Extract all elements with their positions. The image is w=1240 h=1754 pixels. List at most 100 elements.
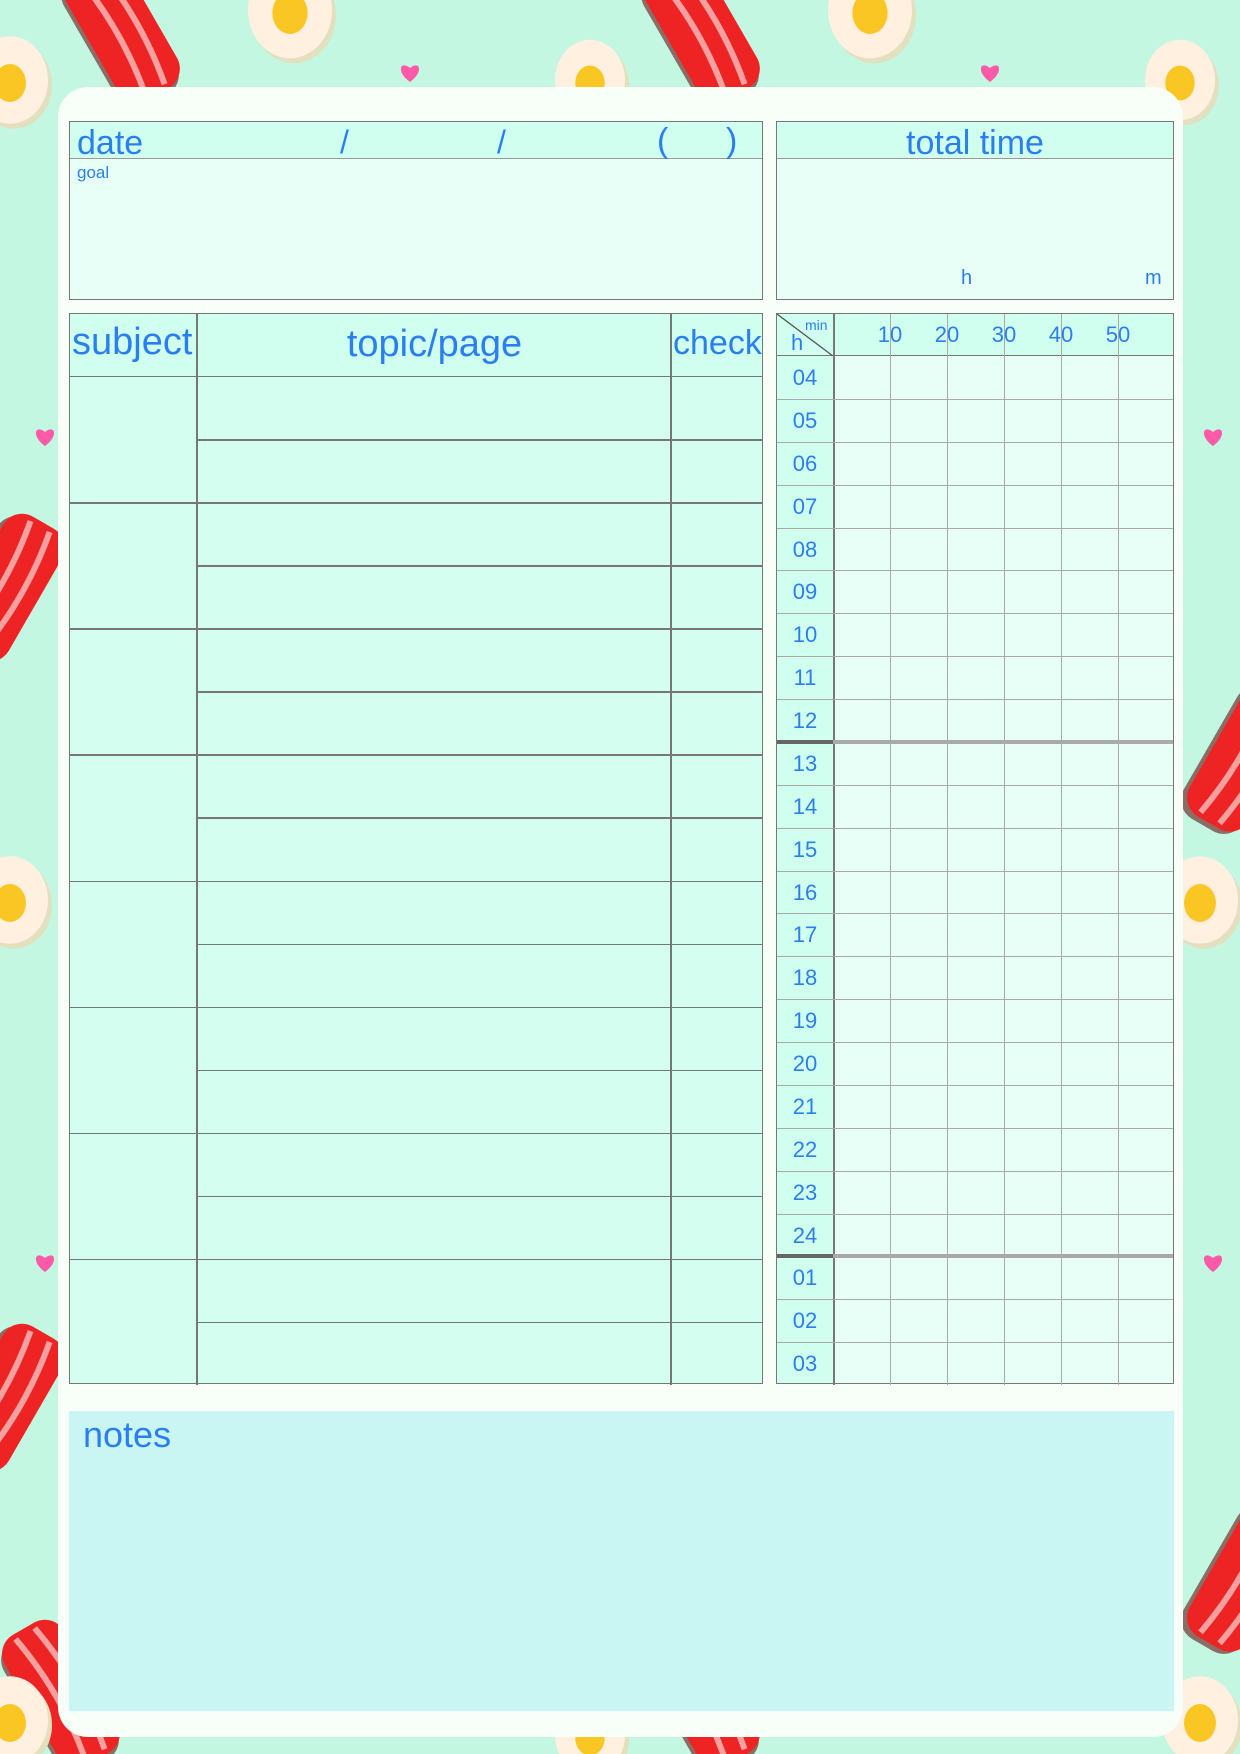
hour-label: 18 <box>792 965 818 991</box>
topic-cell[interactable] <box>197 1070 670 1133</box>
check-cell[interactable] <box>672 1259 762 1322</box>
subject-cell[interactable] <box>70 628 196 754</box>
hour-gridline <box>777 1213 1173 1215</box>
hour-gridline <box>777 570 1173 572</box>
hour-gridline <box>777 913 1173 915</box>
topic-cell[interactable] <box>197 502 670 565</box>
subject-cell[interactable] <box>70 881 196 1007</box>
hour-label: 10 <box>792 622 818 648</box>
topic-cell[interactable] <box>197 1007 670 1070</box>
hour-row-cells[interactable] <box>834 1128 1173 1171</box>
hour-label: 05 <box>792 407 818 433</box>
row-divider <box>70 628 762 630</box>
corner-diagonal <box>777 314 833 356</box>
check-cell[interactable] <box>672 376 762 439</box>
hour-row-cells[interactable] <box>834 1171 1173 1214</box>
topic-cell[interactable] <box>197 565 670 628</box>
row-divider <box>70 1132 762 1135</box>
goal-field[interactable] <box>70 160 762 299</box>
hour-gridline <box>777 1042 1173 1043</box>
topic-cell[interactable] <box>197 944 670 1007</box>
hour-row-cells[interactable] <box>834 528 1173 571</box>
subject-cell[interactable] <box>70 754 196 880</box>
check-cell[interactable] <box>672 944 762 1007</box>
topic-cell[interactable] <box>197 1322 670 1385</box>
hour-row-cells[interactable] <box>834 1256 1173 1299</box>
hour-label: 03 <box>792 1351 818 1377</box>
hour-gridline <box>777 999 1173 1001</box>
check-cell[interactable] <box>672 754 762 817</box>
check-cell[interactable] <box>672 1070 762 1133</box>
check-cell[interactable] <box>672 1322 762 1385</box>
hour-row-cells[interactable] <box>834 871 1173 914</box>
topic-cell[interactable] <box>197 1196 670 1259</box>
hour-row-cells[interactable] <box>834 656 1173 699</box>
topic-cell[interactable] <box>197 817 670 880</box>
hour-gridline <box>777 1342 1173 1344</box>
minute-gridline <box>890 314 891 1385</box>
topic-cell[interactable] <box>197 376 670 439</box>
subject-cell[interactable] <box>70 376 196 502</box>
notes-area[interactable]: notes <box>69 1411 1174 1711</box>
hour-gridline <box>777 1299 1173 1301</box>
heart-icon <box>980 65 1000 82</box>
fried-egg-icon <box>1162 1676 1240 1754</box>
check-cell[interactable] <box>672 691 762 754</box>
hour-row-cells[interactable] <box>834 999 1173 1042</box>
heart-icon <box>35 429 55 446</box>
hour-gridline <box>777 1127 1173 1129</box>
hour-row-cells[interactable] <box>834 485 1173 528</box>
hour-row-cells[interactable] <box>834 828 1173 871</box>
section-divider <box>777 739 833 744</box>
topic-cell[interactable] <box>197 881 670 944</box>
hour-gridline <box>777 398 1173 400</box>
row-divider <box>196 1195 762 1198</box>
bacon-icon <box>641 0 760 109</box>
check-cell[interactable] <box>672 1133 762 1196</box>
hour-row-cells[interactable] <box>834 356 1173 399</box>
hour-row-cells[interactable] <box>834 570 1173 613</box>
hour-row-cells[interactable] <box>834 399 1173 442</box>
check-cell[interactable] <box>672 628 762 691</box>
check-cell[interactable] <box>672 881 762 944</box>
row-divider <box>70 880 762 882</box>
check-cell[interactable] <box>672 565 762 628</box>
hour-row-cells[interactable] <box>834 1214 1173 1257</box>
hour-row-cells[interactable] <box>834 1299 1173 1342</box>
hour-row-cells[interactable] <box>834 742 1173 785</box>
subject-cell[interactable] <box>70 502 196 628</box>
check-cell[interactable] <box>672 439 762 502</box>
row-divider <box>196 565 762 567</box>
topic-cell[interactable] <box>197 691 670 754</box>
fried-egg-icon <box>248 0 336 64</box>
minute-label: 50 <box>1105 322 1131 347</box>
total-time-field[interactable] <box>777 160 1173 299</box>
check-cell[interactable] <box>672 1196 762 1259</box>
subject-cell[interactable] <box>70 1133 196 1259</box>
topic-cell[interactable] <box>197 1133 670 1196</box>
minute-label: 20 <box>934 322 960 347</box>
check-cell[interactable] <box>672 817 762 880</box>
hour-row-cells[interactable] <box>834 442 1173 485</box>
bacon-icon <box>0 513 65 664</box>
hour-row-cells[interactable] <box>834 1042 1173 1085</box>
hour-row-cells[interactable] <box>834 699 1173 742</box>
subject-cell[interactable] <box>70 1259 196 1385</box>
hour-row-cells[interactable] <box>834 785 1173 828</box>
subject-cell[interactable] <box>70 1007 196 1133</box>
date-separator: / <box>340 124 349 160</box>
topic-cell[interactable] <box>197 1259 670 1322</box>
check-cell[interactable] <box>672 1007 762 1070</box>
topic-cell[interactable] <box>197 754 670 817</box>
hour-row-cells[interactable] <box>834 1342 1173 1385</box>
hour-row-cells[interactable] <box>834 1085 1173 1128</box>
hour-row-cells[interactable] <box>834 956 1173 999</box>
fried-egg-icon <box>0 856 52 949</box>
hour-gridline <box>777 1084 1173 1086</box>
topic-cell[interactable] <box>197 439 670 502</box>
hour-row-cells[interactable] <box>834 613 1173 656</box>
check-cell[interactable] <box>672 502 762 565</box>
hour-gridline <box>777 527 1173 529</box>
hour-row-cells[interactable] <box>834 913 1173 956</box>
topic-cell[interactable] <box>197 628 670 691</box>
